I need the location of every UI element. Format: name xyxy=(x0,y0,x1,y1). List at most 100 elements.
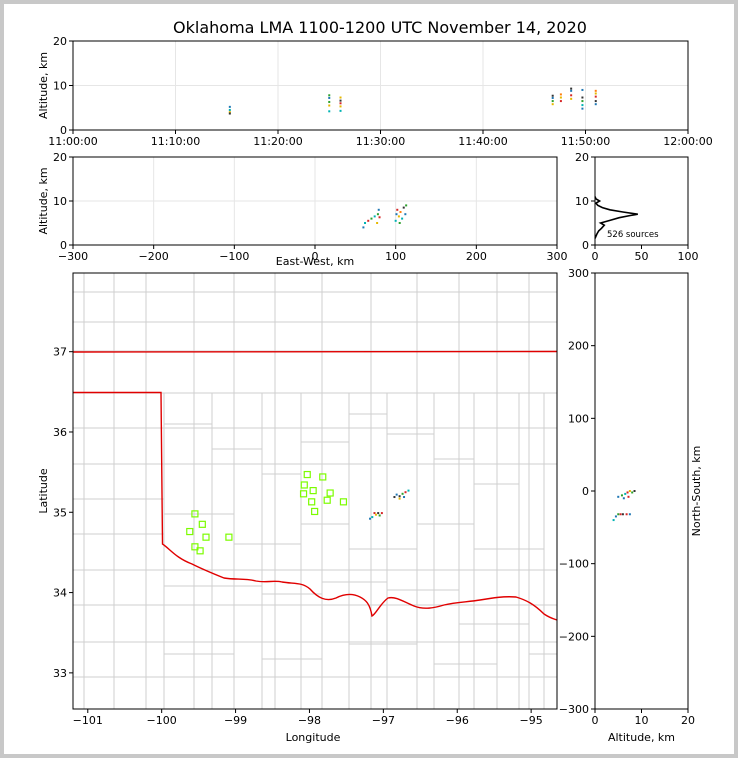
time-height-source-point xyxy=(594,103,597,106)
time-height-x-tick-label: 11:40:00 xyxy=(458,135,507,148)
histogram-frame xyxy=(594,156,689,246)
time-height-source-point xyxy=(581,88,584,91)
time-height-source-point xyxy=(570,89,573,92)
lma-station-marker xyxy=(225,533,233,541)
east-west-y-axis-label: Altitude, km xyxy=(37,167,50,234)
north-south-source-point xyxy=(626,491,629,494)
plan-view-source-point xyxy=(378,514,381,517)
plan-view-x-tick-label: −98 xyxy=(298,714,321,727)
time-height-source-point xyxy=(339,102,342,105)
plan-view-x-tick-label: −101 xyxy=(73,714,103,727)
plan-view-source-point xyxy=(371,516,374,519)
time-height-source-point xyxy=(594,95,597,98)
histogram-y-tick-label: 10 xyxy=(575,195,589,208)
time-height-x-tick-label: 11:30:00 xyxy=(356,135,405,148)
county-lines xyxy=(73,273,557,709)
east-west-x-axis-label: East-West, km xyxy=(276,255,354,268)
plan-view-frame xyxy=(72,272,558,710)
time-height-source-point xyxy=(594,89,597,92)
lma-station-marker xyxy=(326,489,334,497)
plan-view-x-tick-label: −96 xyxy=(446,714,469,727)
plan-view-y-tick-label: 35 xyxy=(53,506,67,519)
east-west-x-tick-label: −200 xyxy=(139,250,169,263)
east-west-x-tick-label: 100 xyxy=(385,250,406,263)
time-height-source-point xyxy=(570,94,573,97)
plan-view-source-point xyxy=(395,493,398,496)
east-west-source-point xyxy=(364,222,367,224)
time-height-source-point xyxy=(559,93,562,96)
plan-view-source-point xyxy=(377,512,380,515)
time-height-source-point xyxy=(339,99,342,102)
plan-view-y-tick-label: 36 xyxy=(53,426,67,439)
time-height-source-point xyxy=(559,96,562,99)
plan-view-source-point xyxy=(380,512,383,515)
north-south-source-point xyxy=(621,513,624,516)
east-west-source-point xyxy=(378,216,381,219)
east-west-x-tick-label: 200 xyxy=(466,250,487,263)
time-height-x-tick-label: 11:10:00 xyxy=(151,135,200,148)
time-height-source-point xyxy=(570,87,573,90)
east-west-source-point xyxy=(370,217,373,220)
histogram-y-tick-label: 0 xyxy=(582,239,589,252)
time-height-panel: 11:00:00 11:10:00 11:20:00 11:30:00 11:40:00… xyxy=(37,35,713,148)
lma-station-marker xyxy=(299,490,308,498)
histogram-y-tick-label: 20 xyxy=(575,151,589,164)
north-south-y-tick-label: 0 xyxy=(582,485,589,498)
north-south-x-tick-label: 10 xyxy=(635,714,649,727)
east-west-source-point xyxy=(362,226,365,229)
lma-station-marker xyxy=(198,520,206,528)
time-height-source-point xyxy=(581,104,584,107)
altitude-histogram-panel: 0 50 100 0 10 20 xyxy=(575,151,699,263)
north-south-y-tick-label: −200 xyxy=(559,630,589,643)
time-height-source-point xyxy=(339,105,342,108)
time-height-x-tick-label: 12:00:00 xyxy=(663,135,712,148)
lma-station-marker xyxy=(311,507,319,516)
time-height-source-point xyxy=(228,108,231,111)
east-west-x-tick-label: 300 xyxy=(547,250,568,263)
time-height-y-tick-label: 10 xyxy=(53,80,67,93)
north-south-source-point xyxy=(624,492,627,495)
lma-station-marker xyxy=(186,527,194,536)
north-south-source-point xyxy=(631,491,634,494)
east-west-x-tick-label: −100 xyxy=(219,250,249,263)
east-west-source-point xyxy=(399,211,402,213)
north-south-source-point xyxy=(628,513,631,516)
histogram-x-tick-label: 0 xyxy=(592,250,599,263)
time-height-source-point xyxy=(551,96,554,99)
plan-view-y-axis-label: Latitude xyxy=(37,468,50,514)
plan-view-source-point xyxy=(404,491,407,494)
altitude-profile-line xyxy=(594,196,638,239)
time-height-x-tick-label: 11:50:00 xyxy=(561,135,610,148)
plan-view-map-panel: −101 −100 −99 −98 −97 −96 −95 33 34 35 36 37 Latitud… xyxy=(37,272,558,744)
time-height-source-point xyxy=(581,96,584,99)
north-south-source-point xyxy=(619,513,622,516)
plan-view-y-tick-label: 37 xyxy=(53,346,67,359)
time-height-frame xyxy=(72,40,689,131)
histogram-x-tick-label: 100 xyxy=(678,250,699,263)
north-south-y-tick-label: 100 xyxy=(568,412,589,425)
north-south-source-point xyxy=(617,513,620,516)
east-west-source-point xyxy=(398,222,401,224)
plan-view-y-tick-label: 34 xyxy=(53,587,67,600)
source-count-annotation: 526 sources xyxy=(607,230,659,240)
time-height-source-point xyxy=(581,107,584,110)
plan-view-source-point xyxy=(373,512,376,515)
lma-station-marker xyxy=(202,533,210,541)
county-grid xyxy=(73,273,557,709)
lma-figure: Oklahoma LMA 1100-1200 UTC November 14, … xyxy=(37,18,713,744)
north-south-altitude-panel: 0 10 20 −300 −200 −100 0 100 200 300 North-South, … xyxy=(559,267,703,744)
plan-view-source-point xyxy=(398,495,401,498)
time-height-source-point xyxy=(328,110,331,113)
time-height-source-point xyxy=(570,97,573,100)
lma-station-marker xyxy=(309,486,317,495)
east-west-source-point xyxy=(373,215,376,218)
lma-station-marker xyxy=(319,473,327,481)
east-west-source-point xyxy=(395,213,398,216)
plan-view-source-point xyxy=(369,517,372,520)
figure-title: Oklahoma LMA 1100-1200 UTC November 14, … xyxy=(173,18,587,37)
east-west-y-tick-label: 20 xyxy=(53,151,67,164)
north-south-y-tick-label: 300 xyxy=(568,267,589,280)
time-height-source-point xyxy=(328,94,331,97)
east-west-source-point xyxy=(405,204,408,207)
